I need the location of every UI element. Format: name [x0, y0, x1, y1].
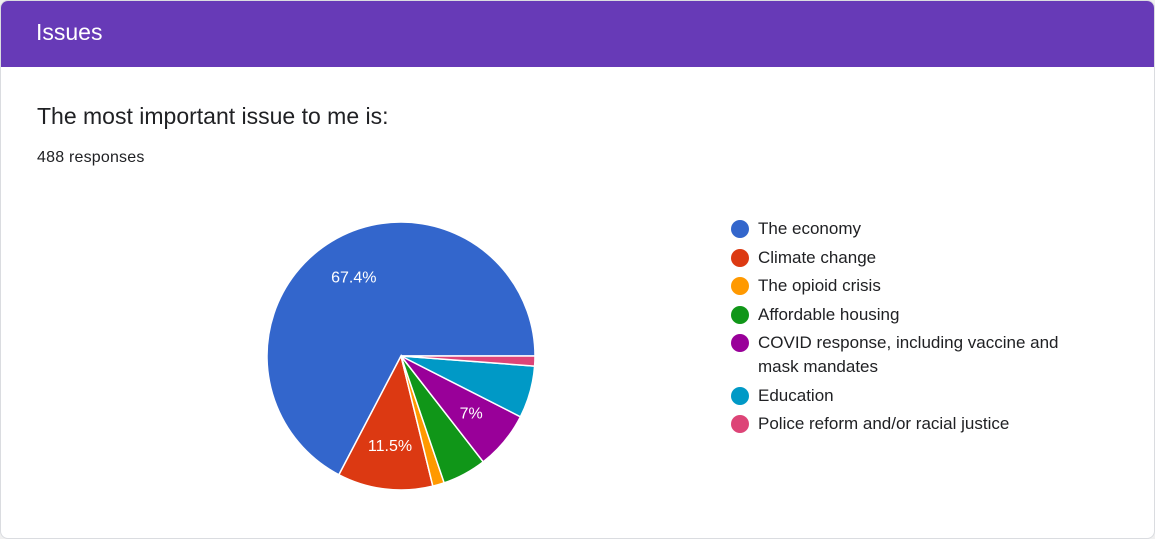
- legend-label: Climate change: [758, 247, 877, 267]
- legend-item[interactable]: The opioid crisis: [731, 274, 1091, 298]
- legend-swatch-icon: [731, 334, 749, 352]
- chart-legend: The economy Climate change The opioid cris…: [731, 217, 1091, 441]
- pie-slice[interactable]: [266, 221, 536, 476]
- legend-item[interactable]: Police reform and/or racial justice: [731, 412, 1091, 436]
- legend-swatch-icon: [731, 277, 749, 295]
- legend-label: The economy: [758, 219, 861, 238]
- legend-item[interactable]: Education: [731, 384, 1091, 408]
- section-title: Issues: [36, 19, 103, 45]
- legend-swatch-icon: [731, 386, 749, 405]
- legend-label: Police reform and/or racial justice: [758, 414, 1010, 433]
- response-count: 488 responses: [37, 149, 145, 166]
- section-header: Issues: [1, 1, 1154, 67]
- legend-item[interactable]: The economy: [731, 217, 1091, 241]
- legend-item[interactable]: Climate change: [731, 246, 1091, 270]
- legend-label: Education: [758, 385, 834, 405]
- legend-item[interactable]: Affordable housing: [731, 303, 1091, 327]
- legend-swatch-icon: [731, 415, 749, 433]
- slice-percent-label: 67.4%: [331, 270, 376, 287]
- pie-slice[interactable]: [337, 353, 434, 491]
- question-title: The most important issue to me is:: [37, 103, 389, 129]
- legend-swatch-icon: [731, 305, 749, 324]
- slice-percent-label: 11.5%: [368, 438, 412, 455]
- slice-percent-label: 7%: [460, 406, 483, 423]
- legend-label: The opioid crisis: [758, 276, 881, 295]
- legend-swatch-icon: [731, 248, 749, 267]
- legend-label: COVID response, including vaccine and ma…: [758, 333, 1059, 376]
- pie-chart: 67.4% 11.5% 7%: [266, 221, 536, 491]
- legend-label: Affordable housing: [758, 304, 900, 324]
- legend-item[interactable]: COVID response, including vaccine and ma…: [731, 331, 1091, 379]
- legend-swatch-icon: [731, 220, 749, 238]
- pie-slice[interactable]: [400, 355, 536, 367]
